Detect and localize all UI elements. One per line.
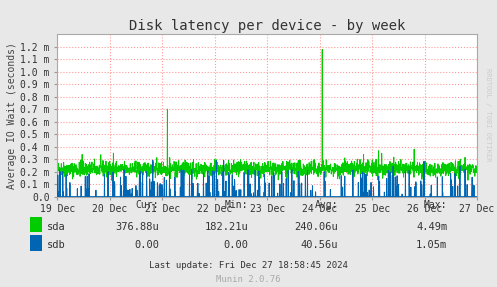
Text: 0.00: 0.00 <box>134 241 159 250</box>
Text: 240.06u: 240.06u <box>294 222 338 232</box>
Text: sdb: sdb <box>47 241 66 250</box>
Text: Munin 2.0.76: Munin 2.0.76 <box>216 275 281 284</box>
Text: Cur:: Cur: <box>136 200 159 210</box>
Text: Avg:: Avg: <box>315 200 338 210</box>
Text: 0.00: 0.00 <box>224 241 248 250</box>
Text: 376.88u: 376.88u <box>115 222 159 232</box>
Text: 182.21u: 182.21u <box>205 222 248 232</box>
Title: Disk latency per device - by week: Disk latency per device - by week <box>129 19 406 33</box>
Text: 1.05m: 1.05m <box>416 241 447 250</box>
Text: sda: sda <box>47 222 66 232</box>
Text: Min:: Min: <box>225 200 248 210</box>
Text: Max:: Max: <box>424 200 447 210</box>
Text: 4.49m: 4.49m <box>416 222 447 232</box>
Text: RRDTOOL / TOBI OETIKER: RRDTOOL / TOBI OETIKER <box>485 68 491 162</box>
Text: Last update: Fri Dec 27 18:58:45 2024: Last update: Fri Dec 27 18:58:45 2024 <box>149 261 348 270</box>
Y-axis label: Average IO Wait (seconds): Average IO Wait (seconds) <box>7 42 17 189</box>
Text: 40.56u: 40.56u <box>301 241 338 250</box>
